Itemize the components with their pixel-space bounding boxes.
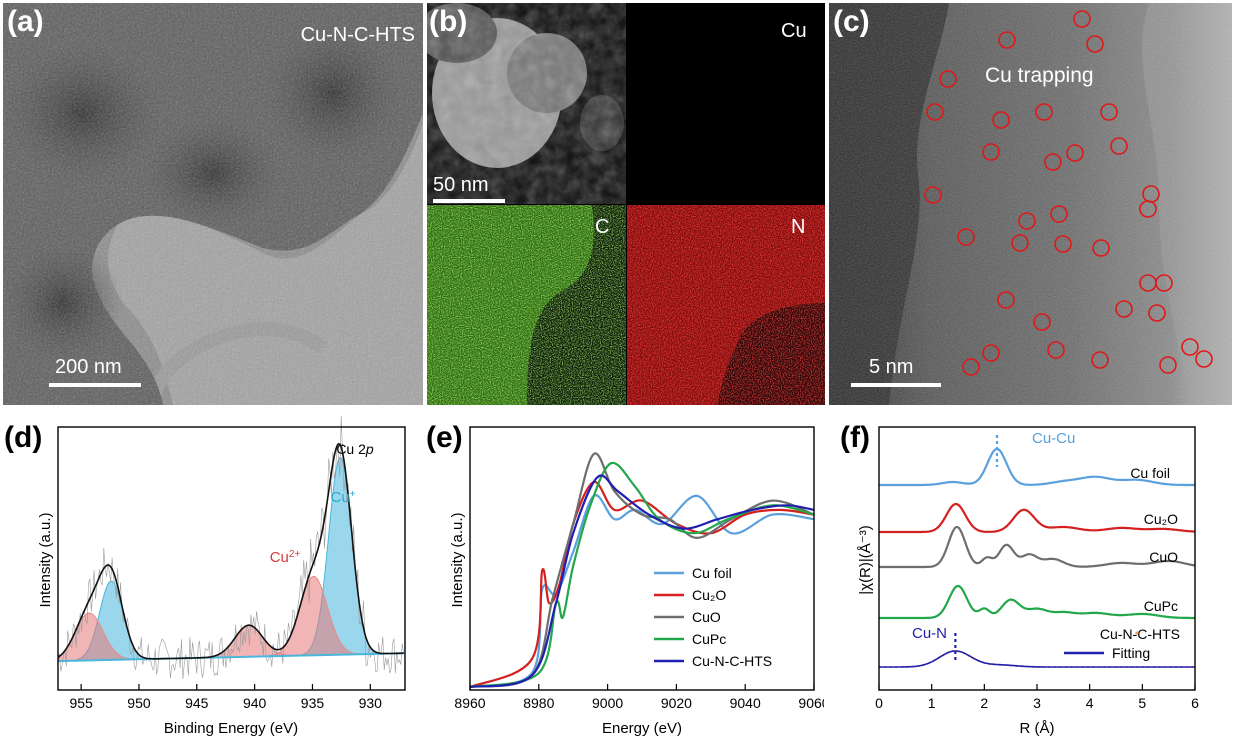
xanes-x-tick-label: 9060 (798, 695, 824, 711)
exafs-cucu-label: Cu-Cu (1032, 430, 1075, 447)
exafs-series-label: Cu-N-C-HTS (1100, 626, 1180, 642)
xps-title-cu2p: Cu 2p (336, 441, 374, 457)
xps-x-tick-label: 955 (69, 695, 93, 711)
exafs-x-tick-label: 5 (1138, 695, 1146, 711)
exafs-x-tick-label: 2 (980, 695, 988, 711)
tem-image-a (3, 3, 423, 405)
exafs-x-tick-label: 6 (1191, 695, 1199, 711)
exafs-series-label: Cu foil (1130, 465, 1170, 481)
xanes-chart: 8960 8980 9000 9020 9040 9060 Energy (eV) Int… (449, 426, 824, 737)
eds-map-image (427, 3, 825, 405)
scale-bar-c (851, 383, 941, 387)
cu-atom-circles (924, 10, 1213, 376)
panel-f-label: (f) (840, 421, 870, 454)
xps-plot-frame (57, 426, 406, 691)
exafs-series-label: CuO (1149, 549, 1178, 565)
scale-bar-a (49, 383, 141, 387)
scale-bar-b (433, 199, 505, 203)
exafs-series-3 (879, 584, 1195, 620)
panel-d-label: (d) (4, 421, 43, 454)
xps-raw-data (57, 415, 404, 680)
map-label-cu: Cu (781, 20, 807, 42)
xanes-x-axis-label: Energy (eV) (602, 720, 682, 737)
panel-c-label: (c) (833, 5, 870, 38)
xps-x-tick-label: 950 (127, 695, 151, 711)
scale-bar-label-b: 50 nm (433, 174, 489, 196)
xanes-y-axis-label: Intensity (a.u.) (449, 512, 466, 607)
xanes-legend-label: CuPc (692, 631, 726, 647)
xps-chart: 955 950 945 940 935 930 Binding Energy (eV) I… (37, 415, 406, 737)
xanes-legend-label: Cu-N-C-HTS (692, 653, 772, 669)
xanes-x-tick-label: 8980 (523, 695, 554, 711)
panel-c-stem-image: (c) Cu trapping 5 nm (829, 3, 1232, 405)
exafs-y-axis-label: |χ(R)|(Å⁻³) (857, 525, 874, 594)
exafs-series-1 (879, 502, 1196, 534)
stem-image-c (829, 3, 1232, 405)
xanes-x-tick-label: 9040 (730, 695, 761, 711)
xanes-legend: Cu foil Cu₂O CuO CuPc Cu-N-C-HTS (654, 565, 772, 669)
scale-bar-label-a: 200 nm (55, 356, 122, 378)
xanes-legend-label: CuO (692, 609, 721, 625)
exafs-series-label: CuPc (1144, 598, 1178, 614)
exafs-x-tick-label: 0 (875, 695, 883, 711)
xps-x-tick-label: 945 (185, 695, 209, 711)
xps-x-tick-label: 935 (301, 695, 325, 711)
xanes-x-tick-label: 9020 (661, 695, 692, 711)
panel-b-eds-maps: (b) Cu C N 50 nm (427, 3, 825, 405)
xanes-legend-label: Cu foil (692, 565, 732, 581)
xps-background (57, 652, 406, 663)
panel-b-label: (b) (429, 5, 468, 38)
exafs-series-label: Cu₂O (1144, 511, 1178, 527)
panel-e-label: (e) (426, 421, 463, 454)
panel-a-label: (a) (7, 5, 44, 38)
sample-name-label: Cu-N-C-HTS (300, 24, 415, 46)
xanes-series-2 (469, 452, 815, 689)
map-label-c: C (595, 216, 610, 238)
exafs-fitting-legend-label: Fitting (1112, 645, 1150, 661)
xps-x-tick-label: 930 (359, 695, 383, 711)
exafs-x-tick-label: 4 (1086, 695, 1094, 711)
exafs-series-0 (879, 447, 1195, 487)
exafs-series-2 (879, 525, 1196, 569)
xps-envelope (57, 443, 404, 660)
xanes-legend-label: Cu₂O (692, 587, 726, 603)
exafs-fitting-line (879, 650, 1195, 668)
xanes-series-4 (469, 474, 815, 689)
exafs-x-tick-label: 3 (1033, 695, 1041, 711)
exafs-x-axis-label: R (Å) (1020, 720, 1055, 737)
xps-x-tick-label: 940 (243, 695, 267, 711)
xps-cu1-label: Cu+ (330, 489, 355, 507)
xps-x-axis-label: Binding Energy (eV) (164, 720, 298, 737)
map-label-n: N (791, 216, 806, 238)
panel-a-tem-image: (a) Cu-N-C-HTS 200 nm (3, 3, 423, 405)
xanes-x-tick-label: 8960 (454, 695, 485, 711)
exafs-hts-legend-marker (1135, 631, 1139, 635)
exafs-x-tick-label: 1 (928, 695, 936, 711)
cu-trapping-label: Cu trapping (985, 64, 1094, 87)
xanes-x-tick-label: 9000 (592, 695, 623, 711)
xps-cu2-label: Cu2+ (270, 549, 301, 567)
xps-y-axis-label: Intensity (a.u.) (37, 512, 54, 607)
exafs-cun-label: Cu-N (912, 625, 947, 642)
xanes-series-1 (469, 480, 815, 689)
scale-bar-label-c: 5 nm (869, 356, 914, 378)
exafs-chart: 0 1 2 3 4 5 6 R (Å) |χ(R)|(Å⁻³) Cu-Cu Cu-N Cu … (857, 426, 1199, 737)
xanes-plot-frame (469, 426, 815, 691)
